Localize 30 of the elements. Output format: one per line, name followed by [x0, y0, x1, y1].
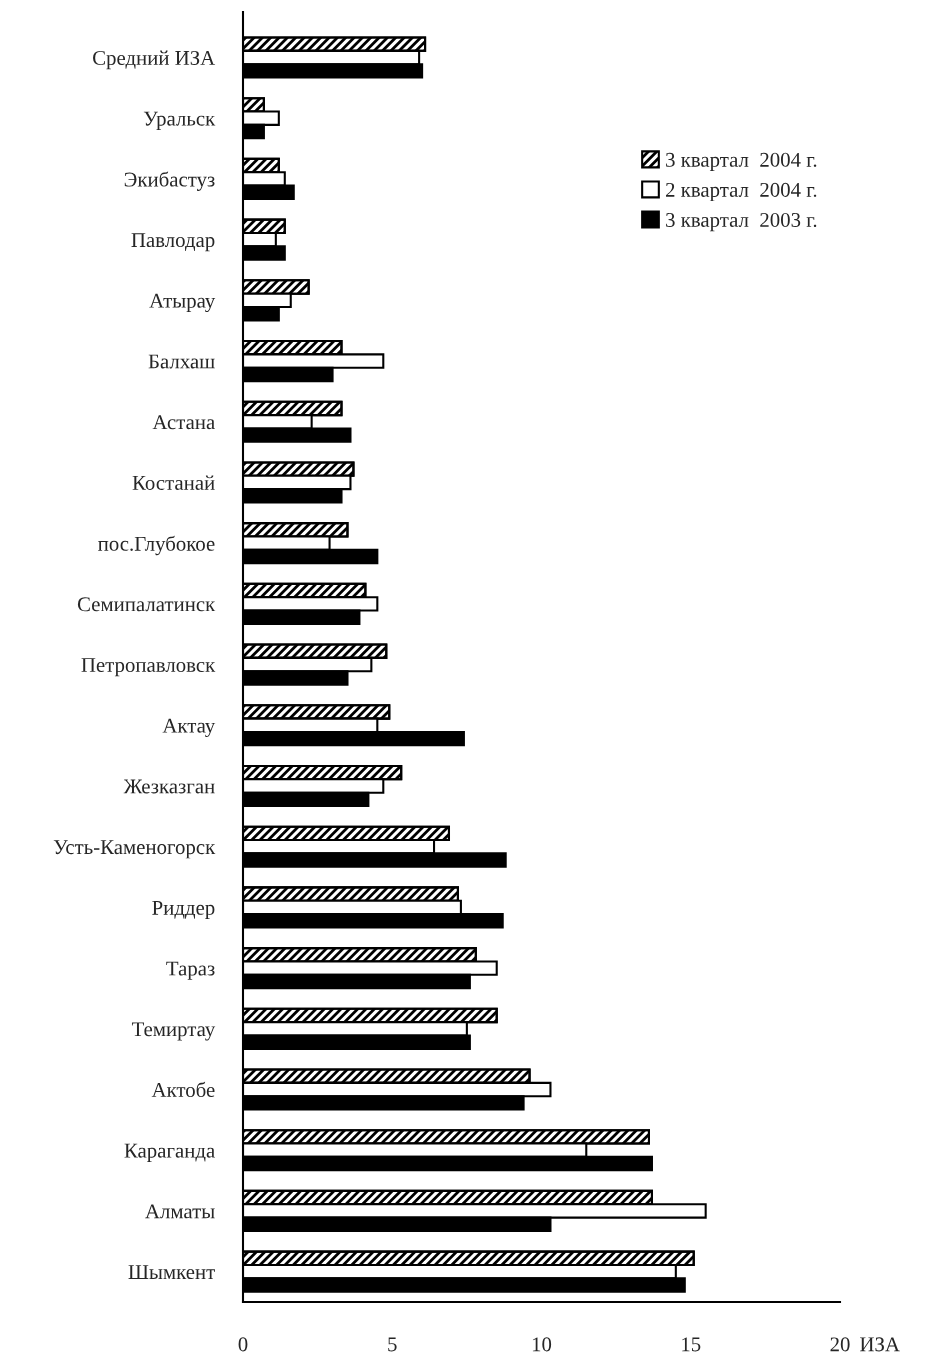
y-tick-label: Средний ИЗА: [93, 50, 216, 70]
y-tick-label: Семипалатинск: [77, 597, 216, 612]
x-tick-label: 20: [830, 1337, 850, 1352]
y-tick-label: Тараз: [166, 961, 215, 980]
y-tick-label: Актобе: [151, 1081, 215, 1097]
y-tick-label: Экибастуз: [124, 171, 215, 191]
y-tick-label: Жезказган: [123, 779, 215, 794]
y-tick-label: Усть-Каменогорск: [53, 840, 216, 859]
legend-label: 3 квартал 2004 г.: [666, 152, 817, 172]
x-tick-label: 15: [682, 1337, 701, 1352]
y-tick-label: Актау: [162, 718, 216, 737]
y-tick-label: Уральск: [143, 111, 216, 130]
x-tick-label: 0: [238, 1337, 248, 1352]
y-tick-label: пос.Глубокое: [98, 535, 215, 556]
y-tick-label: Павлодар: [131, 233, 215, 252]
y-tick-label: Темиртау: [131, 1022, 216, 1041]
x-tick-label: 10: [532, 1337, 552, 1352]
y-tick-label: Риддер: [152, 901, 215, 920]
x-axis-title: ИЗА: [860, 1337, 900, 1352]
x-tick-label: 5: [388, 1337, 397, 1352]
y-tick-label: Атырау: [149, 293, 216, 313]
y-tick-label: Петропавловск: [81, 658, 216, 677]
y-tick-label: Балхаш: [148, 354, 215, 369]
y-tick-label: Шымкент: [128, 1265, 215, 1280]
legend-label: 3 квартал 2003 г.: [666, 212, 817, 232]
y-tick-label: Караганда: [124, 1143, 215, 1162]
y-tick-label: Астана: [152, 415, 215, 430]
y-tick-label: Костанай: [132, 475, 215, 490]
y-tick-label: Алматы: [145, 1204, 215, 1219]
legend-label: 2 квартал 2004 г.: [665, 182, 817, 202]
